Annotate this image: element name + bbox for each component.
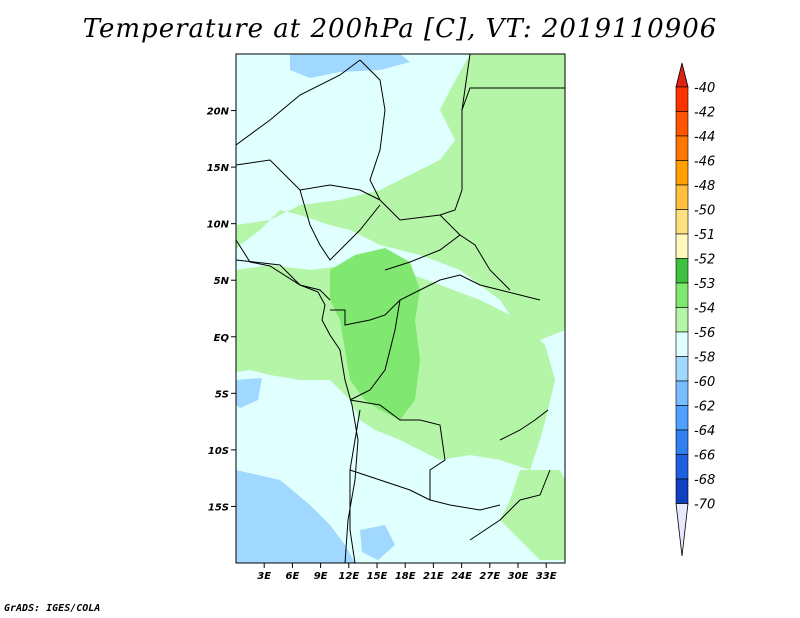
light-blue-patch-west [236,378,262,408]
lon-tick-label: 6E [286,571,300,582]
light-blue-patch-southwest [236,470,355,563]
map-title: Temperature at 200hPa [C], VT: 201911090… [82,14,718,44]
colorbar-label: -53 [694,277,715,292]
lat-tick-label: 5N [214,276,230,287]
coastline [236,239,359,563]
colorbar: -40 -42 -44 -46 -48 -50 -51 -52 -53 -54 -56 -58 -60 -… [675,62,715,557]
credit-label: GrADS: IGES/COLA [4,603,101,614]
colorbar-swatch [675,478,689,504]
lon-tick-label: 15E [367,571,388,582]
colorbar-swatch [675,380,689,406]
longitude-ticks: 3E 6E 9E 12E 15E 18E 21E 24E 27E 30E 33E [257,563,557,582]
colorbar-label: -56 [694,326,715,341]
colorbar-label: -46 [694,155,715,170]
colorbar-label: -70 [694,498,715,513]
lat-tick-label: 15N [207,163,230,174]
colorbar-label: -62 [694,400,715,415]
map-area: 20N 15N 10N 5N EQ 5S 10S 15S 3E 6E 9E 12E 15E 18E 21E… [207,53,566,582]
lat-tick-label: 10N [207,220,230,231]
colorbar-swatch [675,111,689,137]
colorbar-label: -58 [694,351,715,366]
colorbar-label: -66 [694,449,715,464]
lon-tick-label: 18E [395,571,416,582]
colorbar-swatch [675,282,689,308]
colorbar-bottom-arrow [675,503,689,557]
light-blue-patch-south [360,525,395,560]
colorbar-label: -44 [694,130,715,145]
colorbar-swatch [675,258,689,284]
colorbar-swatch [675,331,689,357]
colorbar-swatch [675,160,689,186]
light-green-region-north [236,54,565,340]
colorbar-label: -68 [694,473,715,488]
lon-tick-label: 30E [508,571,529,582]
colorbar-swatch [675,135,689,161]
colorbar-label: -60 [694,375,715,390]
colorbar-swatch [675,454,689,480]
mid-green-core [330,248,420,420]
lon-tick-label: 27E [479,571,500,582]
lon-tick-label: 9E [314,571,328,582]
colorbar-label: -50 [694,204,715,219]
colorbar-swatch [675,429,689,455]
colorbar-label: -42 [694,106,715,121]
lat-tick-label: 10S [208,446,229,457]
colorbar-label: -40 [694,81,715,96]
lon-tick-label: 24E [451,571,472,582]
colorbar-swatch [675,184,689,210]
light-blue-patch-north [290,54,410,78]
colorbar-label: -64 [694,424,715,439]
colorbar-swatch [675,405,689,431]
colorbar-label: -54 [694,302,715,317]
colorbar-swatch [675,233,689,259]
lat-tick-label: 5S [215,389,229,400]
lat-tick-label: 15S [208,502,229,513]
lon-tick-label: 21E [423,571,444,582]
colorbar-swatch [675,356,689,382]
colorbar-label: -52 [694,253,715,268]
latitude-ticks: 20N 15N 10N 5N EQ 5S 10S 15S [207,107,236,513]
lon-tick-label: 33E [536,571,557,582]
colorbar-swatch [675,307,689,333]
lon-tick-label: 3E [257,571,271,582]
colorbar-swatch [675,86,689,112]
colorbar-swatch [675,209,689,235]
lon-tick-label: 12E [338,571,359,582]
colorbar-top-arrow [675,62,689,88]
map-frame [235,53,566,564]
lat-tick-label: 20N [207,107,230,118]
colorbar-label: -51 [694,228,715,243]
lat-tick-label: EQ [214,333,230,344]
country-borders [236,54,565,563]
light-green-region-southeast [500,470,565,560]
colorbar-label: -48 [694,179,715,194]
